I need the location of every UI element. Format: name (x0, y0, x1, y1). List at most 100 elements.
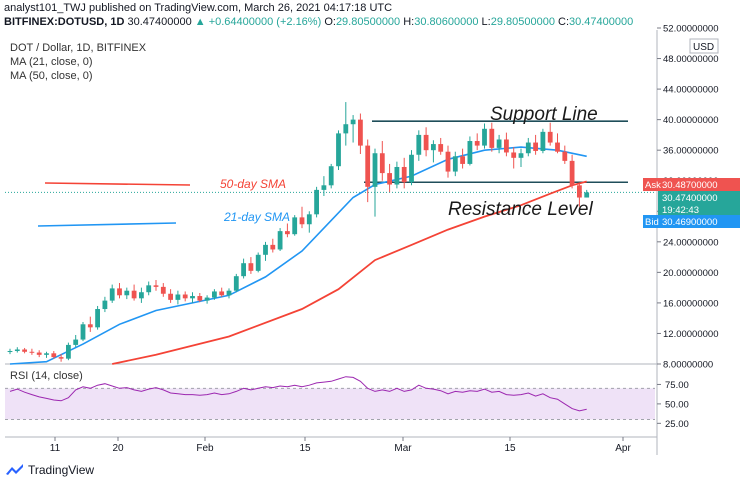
candle-body (182, 294, 188, 299)
rsi-line (9, 376, 587, 412)
sma21-callout-line (37, 222, 177, 227)
low-label: L: (481, 16, 491, 28)
sma21-label: 21-day SMA (223, 210, 290, 224)
rsi-band (5, 388, 655, 420)
high-label: H: (403, 16, 415, 28)
candle-body (109, 288, 115, 301)
candle-body (44, 353, 49, 355)
candle-body (197, 296, 203, 301)
candle-body (80, 324, 86, 340)
time-tick-label: 15 (504, 443, 516, 454)
time-tick-label: Feb (196, 443, 214, 454)
time-tick-label: 11 (50, 443, 61, 454)
candle-body (452, 156, 458, 172)
candle-body (394, 166, 400, 185)
ask-value: 30.48700000 (662, 180, 717, 191)
candle-body (321, 185, 327, 190)
ma50-line (112, 180, 587, 365)
rsi-tick-label: 50.00 (665, 399, 689, 410)
price-change: ▲ +0.64400000 (+2.16%) (194, 16, 322, 28)
last-countdown: 19:42:43 (662, 205, 699, 216)
candle-body (496, 139, 502, 148)
candle-body (66, 344, 71, 359)
candle-body (73, 339, 79, 345)
candle-body (7, 351, 13, 353)
candle-body (168, 293, 173, 300)
candle-body (525, 142, 531, 154)
low-value: 29.80500000 (490, 16, 555, 28)
candle-body (409, 154, 414, 183)
candle-body (175, 294, 181, 300)
candle-body (212, 291, 217, 298)
price-tick-label: 48.00000000 (663, 54, 718, 65)
candle-body (226, 290, 232, 296)
legend-rsi: RSI (14, close) (10, 370, 83, 382)
time-tick-label: Mar (394, 443, 412, 454)
footer-brand-label: TradingView (28, 463, 95, 477)
candle-body (285, 231, 290, 235)
bid-badge (658, 215, 740, 228)
time-tick-label: Apr (615, 443, 631, 454)
candle-body (511, 152, 517, 158)
candle-body (387, 173, 392, 185)
candle-body (29, 351, 35, 353)
candle-body (58, 357, 64, 359)
candle-body (372, 153, 378, 187)
last-badge (658, 191, 740, 217)
candle-body (474, 141, 480, 146)
ask-badge (658, 178, 740, 191)
price-tick-label: 20.00000000 (663, 268, 718, 279)
open-value: 29.80500000 (335, 16, 401, 28)
candle-body (343, 124, 349, 134)
candle-body (190, 296, 195, 299)
candle-body (482, 128, 487, 146)
candle-body (416, 134, 422, 155)
candle-body (204, 297, 210, 301)
footer-brand[interactable]: TradingView (6, 463, 94, 477)
candle-body (518, 153, 524, 158)
candle-body (51, 353, 57, 358)
candle-body (555, 142, 560, 152)
time-tick-label: 15 (299, 443, 311, 454)
candle-body (445, 151, 451, 172)
ma21-line (9, 146, 587, 365)
published-line: analyst101_TWJ published on TradingView.… (4, 2, 393, 14)
time-tick-label: 20 (112, 443, 124, 454)
high-value: 30.80600000 (414, 16, 479, 28)
price-tick-label: 8.00000000 (663, 360, 713, 371)
candle-body (306, 214, 312, 225)
candle-body (299, 217, 305, 225)
price-tick-label: 24.00000000 (663, 237, 718, 248)
candle-body (547, 131, 553, 143)
candle-body (22, 349, 27, 352)
candle-body (438, 144, 444, 152)
candle-body (87, 324, 93, 328)
currency-badge (689, 38, 719, 54)
candle-body (277, 231, 283, 250)
price-tick-label: 52.00000000 (663, 24, 718, 35)
support-line-label: Support Line (490, 104, 598, 125)
candle-body (233, 276, 239, 291)
candle-body (577, 185, 582, 198)
price-tick-label: 40.00000000 (663, 115, 718, 126)
price-tick-label: 12.00000000 (663, 329, 718, 340)
candle-body (328, 166, 334, 186)
rsi-tick-label: 75.00 (665, 380, 689, 391)
candle-body (139, 292, 144, 299)
candle-body (540, 131, 546, 151)
candle-body (336, 133, 341, 167)
candle-body (117, 288, 122, 296)
ask-tag (643, 178, 667, 191)
candle-body (504, 139, 509, 153)
candle-body (146, 285, 152, 293)
tradingview-logo-icon (6, 464, 23, 475)
candle-body (131, 290, 137, 299)
last-price: 30.47400000 (127, 16, 192, 28)
open-label: O: (324, 16, 336, 28)
candle-body (270, 244, 276, 250)
candle-body (460, 156, 465, 164)
ask-tag-label: Ask (645, 180, 661, 191)
close-value: 30.47400000 (569, 16, 634, 28)
candle-body (533, 142, 538, 151)
